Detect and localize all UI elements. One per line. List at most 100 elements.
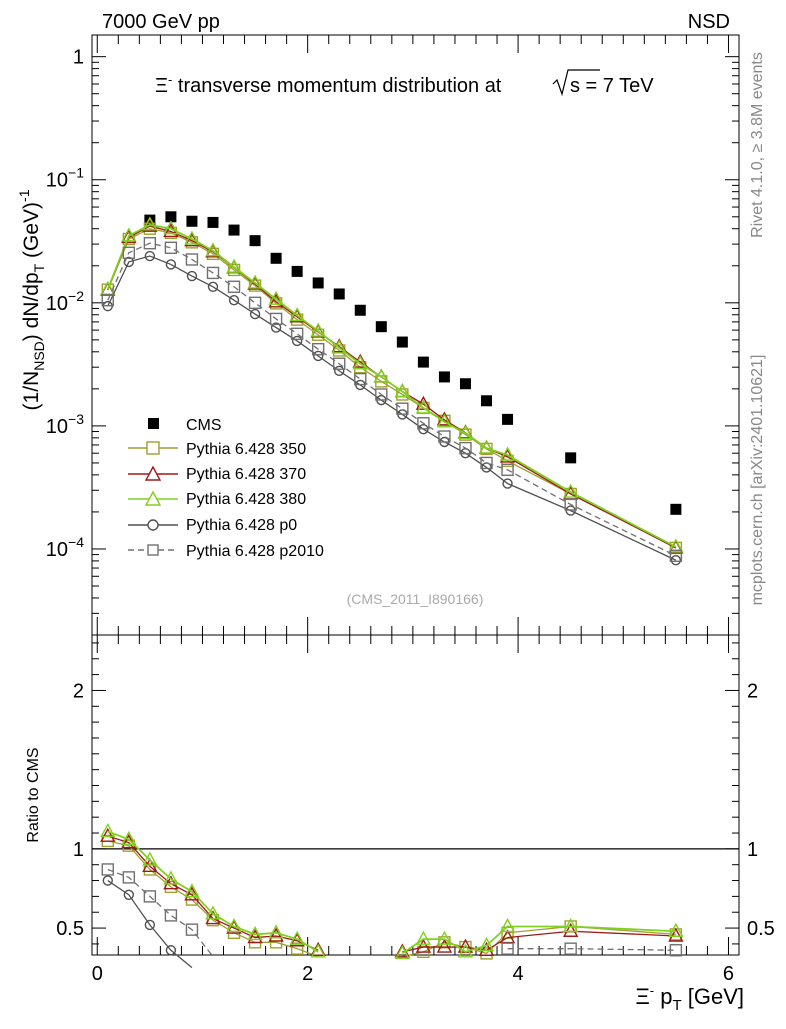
data-point-pythia-6-428-p2010 <box>122 246 136 259</box>
series-line-pythia-6-428-p2010 <box>107 868 214 957</box>
data-point-pythia-6-428-p2010 <box>290 327 304 341</box>
data-point-pythia-6-428-p2010 <box>438 430 451 443</box>
data-point-pythia-6-428-380 <box>226 918 242 933</box>
data-point-pythia-6-428-p0 <box>165 945 177 956</box>
legend-marker-370 <box>144 465 162 481</box>
data-point-cms <box>354 304 366 316</box>
ratio-y-tick-label-right: 2 <box>747 680 758 702</box>
data-point-pythia-6-428-380 <box>121 227 137 242</box>
data-point-cms <box>565 452 577 464</box>
data-point-pythia-6-428-380 <box>436 413 453 428</box>
legend-item-380: Pythia 6.428 380 <box>128 490 306 508</box>
data-point-pythia-6-428-380 <box>184 230 200 245</box>
data-point-pythia-6-428-370 <box>268 927 284 942</box>
data-point-pythia-6-428-350 <box>480 442 493 456</box>
data-point-cms <box>670 503 682 515</box>
data-point-pythia-6-428-370 <box>562 922 579 937</box>
legend-marker-p2010 <box>147 544 159 556</box>
series-line-pythia-6-428-370 <box>107 835 319 951</box>
series-pythia-6-428-p0 <box>102 875 193 969</box>
header-right: NSD <box>688 11 730 33</box>
data-point-pythia-6-428-380 <box>457 943 474 958</box>
data-point-pythia-6-428-p2010 <box>101 863 114 876</box>
data-point-cms <box>481 395 493 407</box>
data-point-pythia-6-428-p2010 <box>311 342 325 356</box>
ratio-y-tick-label-right: 1 <box>747 839 758 861</box>
y-tick-label: 10−4 <box>46 534 84 561</box>
legend-marker-cms <box>148 418 159 429</box>
data-point-cms <box>396 336 408 348</box>
data-point-pythia-6-428-p2010 <box>501 463 514 476</box>
data-point-pythia-6-428-p2010 <box>269 312 283 326</box>
x-tick-label: 0 <box>92 963 103 985</box>
data-point-pythia-6-428-380 <box>415 930 432 945</box>
data-point-pythia-6-428-370 <box>100 827 116 842</box>
data-point-pythia-6-428-p2010 <box>164 909 178 922</box>
data-point-cms <box>502 413 514 425</box>
data-point-pythia-6-428-370 <box>247 929 263 944</box>
series-pythia-6-428-p2010 <box>101 863 683 957</box>
data-point-pythia-6-428-350 <box>269 936 283 949</box>
data-point-pythia-6-428-370 <box>121 228 137 244</box>
main-marks <box>100 211 684 566</box>
y-tick-label: 10−1 <box>46 165 84 192</box>
series-line-pythia-6-428-380 <box>107 830 319 953</box>
data-point-pythia-6-428-380 <box>310 943 326 958</box>
legend-label-cms: CMS <box>186 417 222 434</box>
y-tick-label: 10−3 <box>46 411 84 438</box>
data-point-pythia-6-428-380 <box>289 930 305 945</box>
data-point-pythia-6-428-p2010 <box>143 890 157 903</box>
data-point-pythia-6-428-380 <box>478 937 495 952</box>
data-point-pythia-6-428-380 <box>478 439 495 454</box>
data-point-pythia-6-428-p0 <box>165 259 177 270</box>
data-point-pythia-6-428-p0 <box>186 270 198 282</box>
data-point-cms <box>165 211 177 223</box>
data-point-pythia-6-428-p2010 <box>564 498 577 511</box>
main-y-axis-label: (1/NNSD) dN/dpT (GeV)-1 <box>16 189 47 410</box>
x-tick-label: 6 <box>723 963 734 985</box>
data-point-pythia-6-428-380 <box>163 870 179 885</box>
data-point-cms <box>438 371 450 383</box>
data-point-pythia-6-428-380 <box>436 930 453 945</box>
data-point-pythia-6-428-p0 <box>102 875 113 886</box>
series-line-pythia-6-428-p0 <box>107 255 677 561</box>
data-point-cms <box>312 277 324 289</box>
data-point-pythia-6-428-p2010 <box>375 388 388 401</box>
data-point-pythia-6-428-p2010 <box>206 266 220 280</box>
data-point-pythia-6-428-380 <box>205 242 221 257</box>
legend-item-p2010: Pythia 6.428 p2010 <box>128 543 324 560</box>
data-point-pythia-6-428-p0 <box>144 250 156 262</box>
data-point-pythia-6-428-p2010 <box>417 417 430 430</box>
data-point-pythia-6-428-380 <box>142 216 158 231</box>
legend-label-370: Pythia 6.428 370 <box>186 466 306 483</box>
data-point-pythia-6-428-380 <box>415 399 432 414</box>
data-point-pythia-6-428-370 <box>289 932 305 947</box>
x-tick-label: 2 <box>302 963 313 985</box>
data-point-pythia-6-428-370 <box>436 938 453 953</box>
data-point-pythia-6-428-380 <box>268 924 284 939</box>
data-point-pythia-6-428-p2010 <box>248 296 262 310</box>
data-point-pythia-6-428-380 <box>562 483 579 498</box>
data-point-pythia-6-428-p2010 <box>185 923 199 936</box>
series-line-pythia-6-428-p2010 <box>107 242 677 557</box>
data-point-pythia-6-428-p2010 <box>459 441 472 455</box>
series-cms <box>144 211 682 515</box>
series-line-pythia-6-428-350 <box>107 840 319 958</box>
data-point-cms <box>459 378 471 390</box>
legend-label-350: Pythia 6.428 350 <box>186 441 306 458</box>
series-line-pythia-6-428-380 <box>106 223 677 548</box>
data-point-pythia-6-428-p2010 <box>480 456 493 470</box>
data-point-cms <box>249 235 261 247</box>
data-point-pythia-6-428-380 <box>247 925 263 941</box>
data-point-pythia-6-428-p2010 <box>564 942 577 955</box>
sqrt-sign <box>552 69 600 97</box>
chart-title-sqrt: s = 7 TeV <box>570 75 654 97</box>
data-point-pythia-6-428-370 <box>163 875 179 890</box>
data-point-pythia-6-428-380 <box>352 355 368 370</box>
data-point-pythia-6-428-380 <box>668 538 684 553</box>
ratio-y-axis-label: Ratio to CMS <box>25 747 42 842</box>
x-tick-label: 4 <box>513 963 524 985</box>
data-point-pythia-6-428-380 <box>184 883 200 898</box>
data-point-pythia-6-428-p2010 <box>333 357 346 370</box>
data-point-pythia-6-428-p0 <box>123 889 135 901</box>
